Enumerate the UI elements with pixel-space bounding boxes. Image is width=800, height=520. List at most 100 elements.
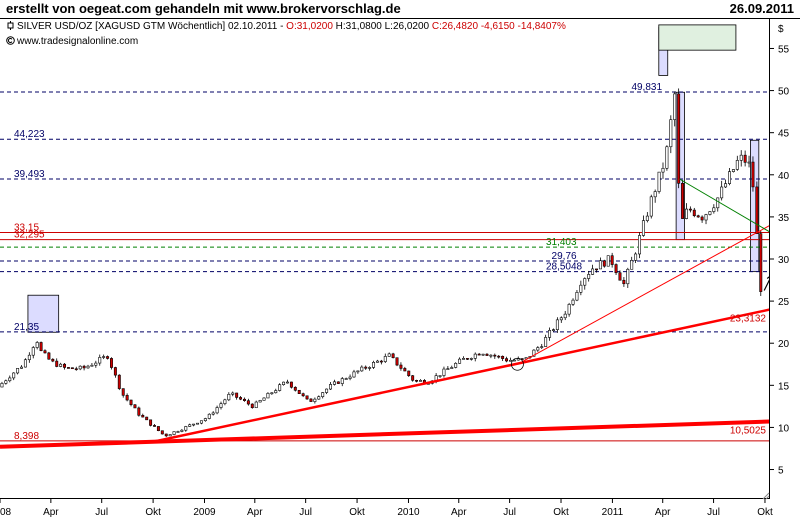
candle-body: [735, 160, 739, 170]
candle-body: [641, 220, 645, 236]
candle-body: [583, 278, 587, 286]
level-label: 44,223: [14, 129, 45, 140]
candle-body: [348, 376, 352, 379]
candle-body: [595, 268, 598, 271]
candle-body: [133, 404, 137, 409]
candle-body: [673, 93, 677, 120]
candle-body: [501, 355, 505, 359]
candle-body: [688, 208, 692, 211]
candle-body: [379, 360, 383, 363]
candle-body: [117, 374, 121, 389]
candle-body: [258, 399, 262, 403]
y-tick-label: 15: [778, 381, 790, 392]
candle-body: [387, 353, 391, 357]
candle-body: [153, 425, 156, 427]
candle-body: [106, 356, 110, 359]
candle-body: [164, 433, 168, 437]
candle-body: [74, 368, 78, 371]
header-divider: [0, 18, 800, 19]
candle-body: [39, 342, 43, 351]
candle-body: [524, 357, 528, 360]
candle-body: [352, 371, 356, 378]
candle-body: [90, 364, 94, 367]
level-label: 33,15: [14, 222, 39, 233]
candle-body: [563, 313, 567, 319]
candle-body: [20, 366, 23, 369]
candle-body: [184, 426, 188, 431]
candle-body: [759, 233, 763, 292]
candle-body: [250, 403, 254, 409]
candle-body: [532, 349, 536, 357]
candle-body: [4, 380, 8, 384]
candle-body: [242, 398, 246, 401]
candle-body: [567, 304, 571, 315]
y-tick-label: 30: [778, 255, 790, 266]
candle-body: [55, 360, 59, 367]
candle-body: [168, 434, 172, 437]
candle-body: [551, 329, 555, 331]
copyright-icon: [6, 36, 15, 45]
candle-body: [661, 167, 665, 173]
candle-body: [696, 215, 700, 218]
trendline-label: 23,3132: [730, 314, 767, 325]
candle-body: [289, 381, 293, 388]
candle-body: [98, 357, 102, 364]
candle-body: [0, 383, 4, 388]
candle-body: [188, 424, 192, 427]
x-tick-label: 2010: [397, 507, 420, 518]
candle-body: [113, 367, 117, 376]
candle-body: [329, 384, 332, 390]
candle-body: [375, 360, 379, 363]
y-tick-label: 20: [778, 339, 790, 350]
instrument-info: SILVER USD/OZ [XAGUSD GTM Wöchentlich] 0…: [6, 21, 566, 32]
resize-grip-icon[interactable]: [762, 492, 770, 500]
candle-body: [649, 196, 653, 217]
candle-body: [23, 359, 27, 368]
trendline-long-term-support: [0, 419, 770, 449]
y-tick-label: 45: [778, 129, 790, 140]
candle-body: [368, 367, 372, 369]
candle-body: [27, 354, 31, 361]
candle-body: [665, 146, 669, 169]
candle-body: [579, 284, 583, 293]
candle-body: [536, 347, 540, 351]
plot-frame: [0, 19, 770, 499]
candlestick-icon: [7, 21, 14, 30]
open-value: O:31,0200: [286, 21, 333, 32]
instrument-name: SILVER USD/OZ [XAGUSD GTM Wöchentlich] 0…: [17, 21, 278, 32]
candle-body: [720, 186, 724, 199]
candle-body: [8, 377, 12, 382]
level-label: 28,5048: [546, 262, 583, 273]
y-axis-unit: $: [778, 24, 784, 35]
candle-body: [340, 378, 344, 384]
x-tick-label: Jul: [95, 507, 108, 518]
candle-body: [207, 413, 211, 419]
candle-body: [35, 342, 39, 348]
header-date: 26.09.2011: [729, 1, 794, 16]
candle-body: [31, 347, 35, 356]
y-tick-label: 25: [778, 297, 790, 308]
candle-body: [196, 422, 200, 425]
candle-body: [462, 358, 465, 360]
candle-body: [297, 389, 301, 394]
candle-body: [102, 356, 106, 358]
candle-body: [235, 392, 239, 398]
candle-body: [618, 272, 622, 281]
candle-body: [94, 362, 98, 366]
candle-body: [469, 358, 473, 360]
y-tick-label: 10: [778, 423, 790, 434]
level-label: 31,403: [546, 237, 577, 248]
candle-body: [66, 367, 70, 369]
candle-body: [458, 358, 462, 364]
candle-body: [156, 426, 160, 432]
candle-body: [262, 397, 266, 401]
candle-body: [708, 211, 712, 215]
close-change-value: C:26,4820 -4,6150 -14,8407%: [431, 21, 566, 32]
x-tick-label: Apr: [43, 507, 59, 518]
candle-body: [544, 337, 548, 347]
candle-body: [51, 358, 55, 362]
candle-body: [344, 378, 348, 380]
candle-body: [364, 366, 368, 369]
